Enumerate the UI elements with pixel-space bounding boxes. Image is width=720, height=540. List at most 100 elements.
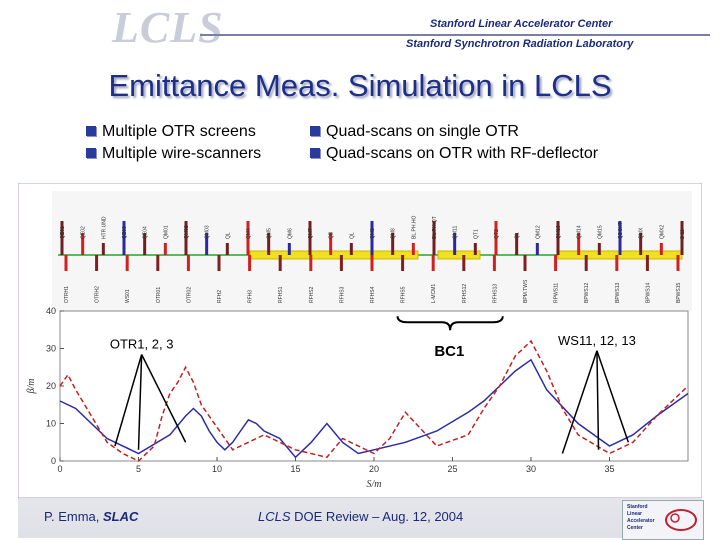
beamline-element xyxy=(370,221,374,255)
y-tick-label: 0 xyxy=(51,456,56,466)
beamline-top-label: QE03 xyxy=(122,226,128,239)
footer-author: P. Emma, SLAC xyxy=(44,509,139,524)
series-line-blue xyxy=(59,358,689,459)
slide-title: Emittance Meas. Simulation in LCLS xyxy=(108,68,612,103)
annotation-arrow xyxy=(137,354,143,450)
series-line-red xyxy=(59,339,689,462)
x-tick-label: 5 xyxy=(136,464,141,474)
beamline-element xyxy=(122,221,126,255)
beamline-top-label: QM01 xyxy=(163,225,169,239)
beamline-top-label: QM15 xyxy=(597,225,603,239)
bullet-otr-screens: Multiple OTR screens xyxy=(86,123,256,141)
beamline-top-label: QM11 xyxy=(453,226,459,239)
beamline-top-label: 2-11 xyxy=(680,229,686,239)
lab-name-slac: Stanford Linear Accelerator Center xyxy=(430,18,613,30)
beamline-bottom-label: RFHS3 xyxy=(339,286,345,303)
x-axis-label: S/m xyxy=(367,479,382,490)
beamline-bottom-label: RFHS5 xyxy=(401,286,407,303)
beamline-bottom-label: OTR02 xyxy=(186,287,192,303)
beamline-bottom-label: OTR01 xyxy=(156,287,162,303)
beamline-top-label: QM5 xyxy=(267,228,273,239)
x-tick-label: 35 xyxy=(604,464,614,474)
beamline-top-label: QM13 xyxy=(556,225,562,239)
y-axis-label: β/m xyxy=(26,379,37,395)
beamline-element-lower xyxy=(492,255,496,271)
beamline-element xyxy=(680,221,684,255)
y-tick-label: 40 xyxy=(46,306,56,316)
beamline-top-label: HTR.UND xyxy=(101,216,107,239)
beamline-bottom-label: BPWS15 xyxy=(676,282,682,303)
beamline-bottom-label: WS01 xyxy=(125,289,131,303)
beamline-element xyxy=(184,221,188,255)
beamline-element xyxy=(267,233,271,255)
beamline-element-lower xyxy=(554,255,558,271)
beamline-element xyxy=(577,233,581,255)
beamline-element-lower xyxy=(523,255,527,271)
annotation-ws: WS11, 12, 13 xyxy=(558,333,636,348)
beamline-top-label: BL.PH.HO xyxy=(411,216,417,239)
beamline-top-label: QM8 xyxy=(391,228,397,239)
slide-header: LCLS Stanford Linear Accelerator Center … xyxy=(0,0,720,58)
beamline-bottom-label: RPWS11 xyxy=(554,283,560,303)
beamline-element xyxy=(143,233,147,255)
bullet-quad-scan-single: Quad-scans on single OTR xyxy=(310,123,519,141)
beamline-top-label: QM6 xyxy=(287,228,293,239)
beamline-element-lower xyxy=(64,255,68,271)
beamline-element xyxy=(597,243,601,255)
beamline-element xyxy=(349,243,353,255)
beamline-element xyxy=(308,221,312,255)
beamline-element xyxy=(473,243,477,255)
beamline-element xyxy=(163,243,167,255)
beamline-element-lower xyxy=(217,255,221,271)
beamline-top-label: QT2 xyxy=(494,229,500,239)
footer-review: LCLS DOE Review – Aug. 12, 2004 xyxy=(258,509,464,524)
beamline-bottom-label: BPWS13 xyxy=(615,282,621,303)
beamline-bottom-label: RFHS13 xyxy=(492,284,498,303)
lab-name-ssrl: Stanford Synchrotron Radiation Laborator… xyxy=(406,38,634,50)
beamline-bottom-label: BPWS12 xyxy=(584,282,590,303)
beamline-bottom-label: L-MCM1 xyxy=(431,284,437,303)
beamline-bottom-label: OTRH2 xyxy=(95,286,101,303)
beamline-bottom-label: RFH3 xyxy=(248,290,254,303)
beamline-element xyxy=(225,243,229,255)
beamline-element-lower xyxy=(309,255,313,271)
slac-logo: Stanford Linear Accelerator Center xyxy=(622,500,704,540)
beamline-bottom-label: RFHS1 xyxy=(278,286,284,303)
y-tick-label: 10 xyxy=(46,419,56,429)
y-tick-label: 20 xyxy=(46,381,56,391)
beamline-element-lower xyxy=(278,255,282,271)
beamline-top-label: QE02 xyxy=(81,226,87,239)
beamline-element xyxy=(287,243,291,255)
beamline-element-lower xyxy=(645,255,649,271)
beamline-element xyxy=(246,221,250,255)
bc1-bracket xyxy=(396,316,504,331)
beamline-element-lower xyxy=(676,255,680,271)
x-tick-label: 30 xyxy=(526,464,536,474)
beamline-element-lower xyxy=(156,255,160,271)
beamline-element xyxy=(432,221,436,255)
beamline-top-label: QE01 xyxy=(60,226,66,239)
beamline-top-label: BL.PH.QT xyxy=(432,216,438,239)
beamline-top-label: QMX2 xyxy=(659,225,665,239)
beamline-top-label: QE04 xyxy=(143,226,149,239)
beamline-element xyxy=(101,243,105,255)
beamline-element-lower xyxy=(462,255,466,271)
beamline-top-label: QM14 xyxy=(577,225,583,239)
beamline-top-label: QL xyxy=(225,232,231,239)
bullet-square-icon xyxy=(86,148,96,158)
beamline-element-lower xyxy=(339,255,343,271)
beamline-element xyxy=(329,233,333,255)
beamline-bottom-label: BPWS14 xyxy=(645,282,651,303)
beamline-element xyxy=(391,233,395,255)
beamline-top-label: QM12 xyxy=(535,225,541,239)
annotation-arrow xyxy=(596,350,630,443)
beamline-bottom-label: RFHS2 xyxy=(309,286,315,303)
beamline-top-label: QMX xyxy=(639,227,645,239)
beamline-top-label: QM02 xyxy=(184,225,190,239)
beamline-top-label: QB xyxy=(329,231,335,239)
beamline-bottom-label: RFH2 xyxy=(217,290,223,303)
beamline-element-lower xyxy=(186,255,190,271)
slac-emblem-icon xyxy=(665,509,697,531)
x-tick-label: 25 xyxy=(447,464,457,474)
beamline-element-lower xyxy=(370,255,374,271)
